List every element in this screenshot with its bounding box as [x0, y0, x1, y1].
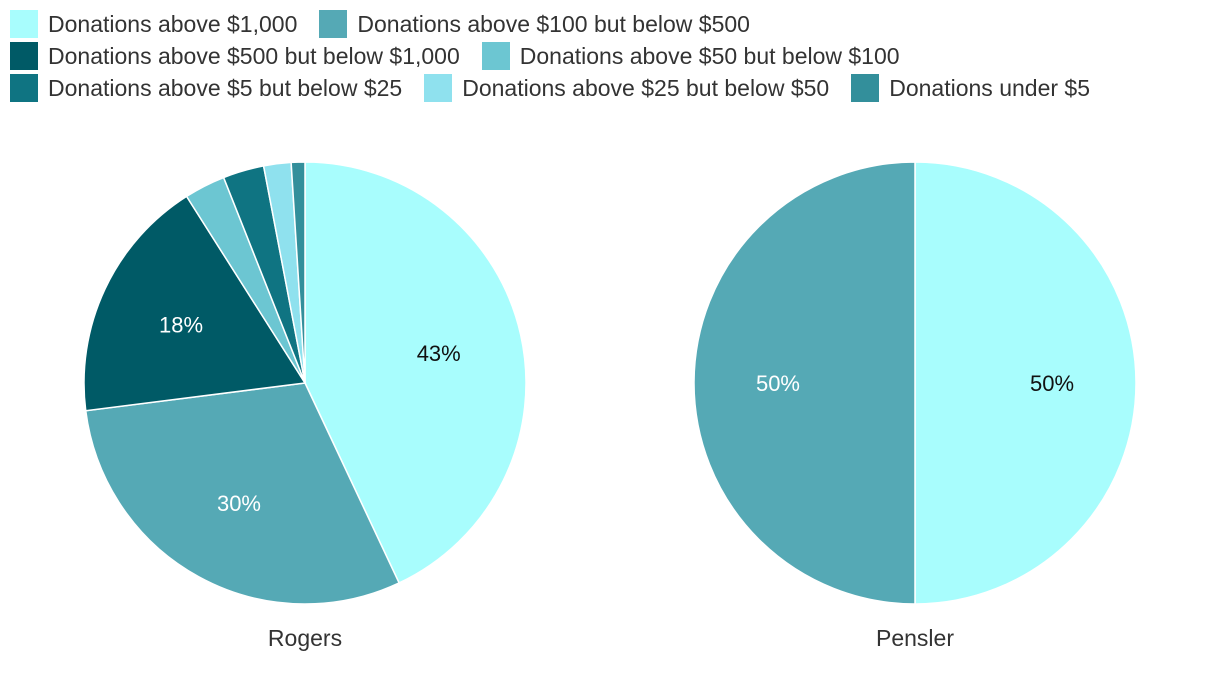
legend-swatch	[424, 74, 453, 102]
slice-data-label: 30%	[217, 491, 261, 516]
legend-label: Donations above $100 but below $500	[357, 10, 750, 37]
pie-slice	[914, 161, 1137, 605]
legend-row: Donations above $1,000 Donations above $…	[10, 8, 1210, 40]
legend-swatch	[10, 10, 38, 38]
legend-label: Donations above $500 but below $1,000	[48, 42, 460, 69]
pie-slice	[693, 161, 916, 605]
legend: Donations above $1,000 Donations above $…	[10, 8, 1210, 104]
pie-chart-rogers: 43% 30% 18% Rogers	[83, 161, 527, 651]
legend-swatch	[10, 42, 38, 70]
slice-data-label: 50%	[756, 371, 800, 396]
legend-item: Donations above $100 but below $500	[319, 10, 750, 38]
legend-item: Donations under $5	[851, 74, 1090, 102]
legend-item: Donations above $5 but below $25	[10, 74, 402, 102]
legend-label: Donations above $50 but below $100	[519, 42, 900, 69]
slice-data-label: 50%	[1030, 371, 1074, 396]
legend-item: Donations above $50 but below $100	[481, 42, 900, 70]
legend-swatch	[481, 42, 510, 70]
legend-swatch	[10, 74, 38, 102]
pie-slice	[304, 161, 527, 584]
pie-slice	[83, 195, 307, 412]
pie-chart-pensler: 50% 50% Pensler	[693, 161, 1137, 651]
legend-row: Donations above $500 but below $1,000 Do…	[10, 40, 1210, 72]
legend-label: Donations above $1,000	[48, 10, 298, 37]
slice-data-label: 18%	[159, 313, 203, 338]
legend-label: Donations under $5	[889, 74, 1090, 101]
pie-slice	[84, 382, 401, 605]
legend-item: Donations above $25 but below $50	[424, 74, 829, 102]
legend-swatch	[319, 10, 348, 38]
legend-swatch	[851, 74, 880, 102]
legend-row: Donations above $5 but below $25 Donatio…	[10, 72, 1210, 104]
pie-title: Rogers	[268, 625, 342, 651]
pie-slice	[290, 161, 306, 384]
legend-item: Donations above $1,000	[10, 10, 297, 38]
pie-title: Pensler	[876, 625, 954, 651]
legend-item: Donations above $500 but below $1,000	[10, 42, 460, 70]
slice-data-label: 43%	[417, 341, 461, 366]
legend-label: Donations above $5 but below $25	[48, 74, 403, 101]
legend-label: Donations above $25 but below $50	[462, 74, 830, 101]
